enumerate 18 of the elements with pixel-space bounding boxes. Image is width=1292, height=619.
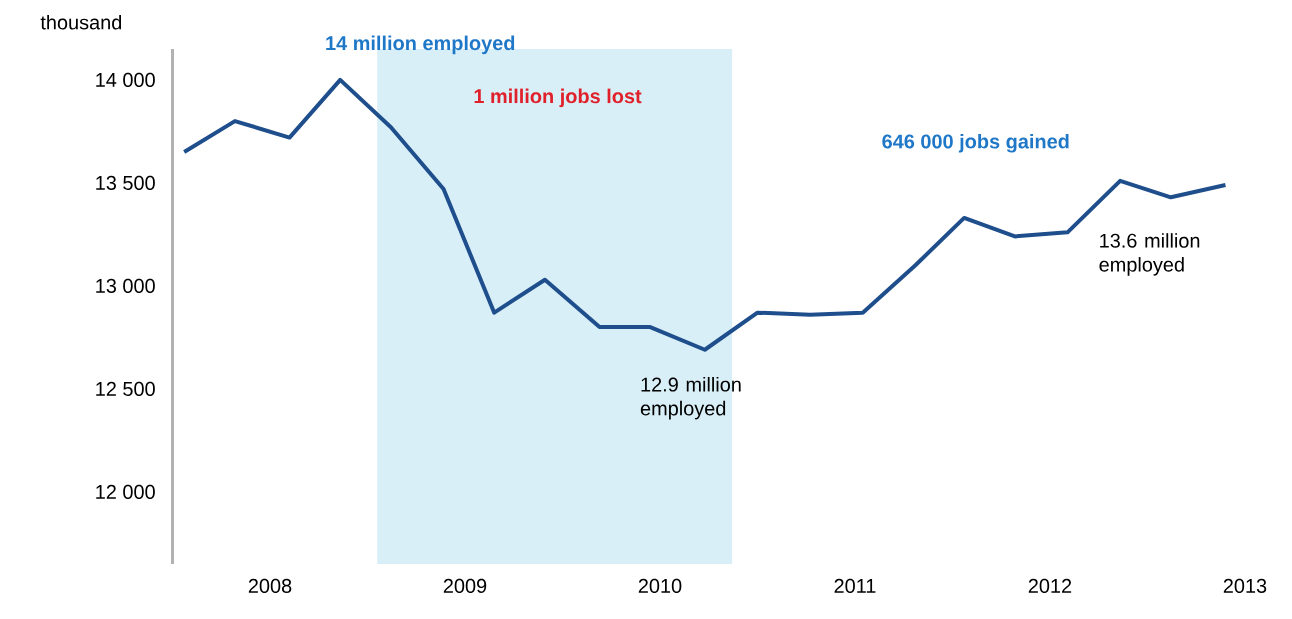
- annotation: 12.9 million employed: [640, 376, 741, 420]
- y-tick-label: 13 000: [96, 278, 155, 293]
- x-tick-label: 2009: [443, 578, 487, 593]
- annotation: 14 million employed: [326, 35, 515, 55]
- annotation: 1 million jobs lost: [474, 88, 642, 108]
- x-tick-label: 2011: [834, 578, 876, 593]
- y-tick-label: 14 000: [96, 72, 155, 87]
- y-tick-label: 12 000: [96, 484, 155, 499]
- x-tick-label: 2008: [248, 578, 292, 593]
- y-tick-label: 12 500: [96, 381, 155, 396]
- annotation: 13.6 million employed: [1099, 233, 1200, 276]
- y-tick-label: 13 500: [96, 175, 155, 190]
- annotation: 646 000 jobs gained: [882, 133, 1069, 153]
- x-tick-label: 2013: [1223, 578, 1267, 593]
- x-tick-label: 2010: [638, 578, 682, 593]
- line-series: [182, 77, 1228, 352]
- x-tick-label: 2012: [1028, 578, 1072, 593]
- y-axis-title: thousand: [40, 14, 122, 30]
